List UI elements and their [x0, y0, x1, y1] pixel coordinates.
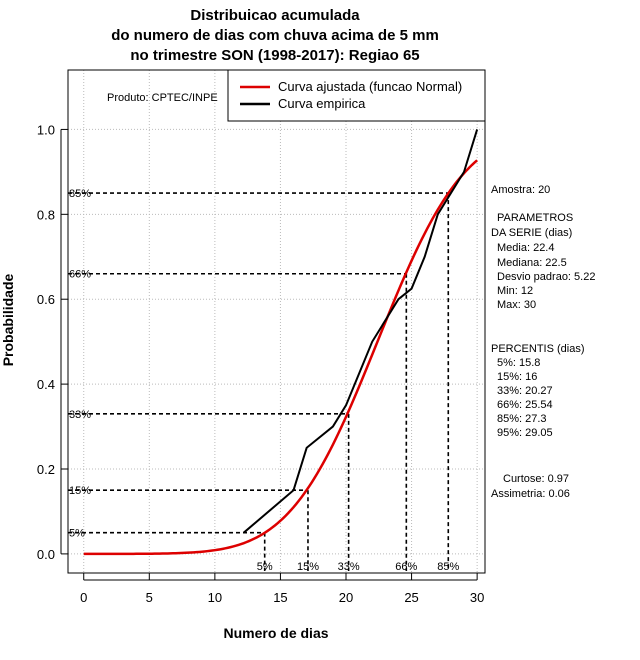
- percentil-95: 95%: 29.05: [497, 427, 553, 439]
- legend-fitted-label: Curva ajustada (funcao Normal): [278, 79, 462, 94]
- assimetria: Assimetria: 0.06: [491, 488, 570, 500]
- percentile-label-x: 5%: [257, 561, 273, 573]
- percentile-label-y: 5%: [69, 528, 85, 540]
- percentis-title: PERCENTIS (dias): [491, 343, 585, 355]
- param-max: Max: 30: [497, 299, 536, 311]
- chart-title-line-3: no trimestre SON (1998-2017): Regiao 65: [130, 47, 419, 64]
- legend-box: [227, 69, 486, 122]
- percentil-5: 5%: 15.8: [497, 357, 540, 369]
- x-tick-label: 0: [80, 590, 87, 605]
- param-desvio: Desvio padrao: 5.22: [497, 271, 595, 283]
- chart-title-line-2: do numero de dias com chuva acima de 5 m…: [111, 27, 439, 44]
- percentil-15: 15%: 16: [497, 371, 537, 383]
- percentile-label-y: 85%: [69, 188, 91, 200]
- percentile-label-x: 85%: [437, 561, 459, 573]
- percentil-33: 33%: 20.27: [497, 385, 553, 397]
- x-tick-label: 10: [208, 590, 222, 605]
- statistics-panel: Amostra: 20 PARAMETROS DA SERIE (dias) M…: [491, 184, 595, 500]
- chart-title-line-1: Distribuicao acumulada: [190, 7, 360, 24]
- x-tick-label: 20: [339, 590, 353, 605]
- percentile-guides: 5% 5% 15% 15% 33% 33% 66% 66% 85% 85%: [68, 188, 460, 573]
- y-tick-label: 0.4: [37, 377, 55, 392]
- x-tick-label: 25: [404, 590, 418, 605]
- percentile-label-y: 66%: [69, 269, 91, 281]
- y-tick-label: 0.2: [37, 462, 55, 477]
- y-tick-label: 0.6: [37, 292, 55, 307]
- curtose: Curtose: 0.97: [503, 473, 569, 485]
- x-axis-title: Numero de dias: [223, 625, 328, 641]
- credit-label: Produto: CPTEC/INPE: [107, 92, 218, 104]
- param-mediana: Mediana: 22.5: [497, 257, 567, 269]
- fitted-normal-curve: [83, 159, 478, 556]
- param-min: Min: 12: [497, 285, 533, 297]
- y-tick-label: 1.0: [37, 122, 55, 137]
- grid: [68, 70, 485, 573]
- x-tick-label: 5: [146, 590, 153, 605]
- percentile-label-x: 66%: [395, 561, 417, 573]
- empirical-curve: [243, 129, 479, 534]
- y-axis-title: Probabilidade: [0, 274, 16, 367]
- percentile-label-y: 33%: [69, 409, 91, 421]
- percentil-85: 85%: 27.3: [497, 413, 547, 425]
- plot-frame: [67, 69, 486, 574]
- param-media: Media: 22.4: [497, 242, 554, 254]
- legend-empirical-label: Curva empirica: [278, 96, 366, 111]
- y-axis-ticks: 0.0 0.2 0.4 0.6 0.8 1.0: [37, 122, 68, 562]
- percentile-label-y: 15%: [69, 485, 91, 497]
- params-title-2: DA SERIE (dias): [491, 227, 572, 239]
- sample-size: Amostra: 20: [491, 184, 550, 196]
- y-tick-label: 0.0: [37, 547, 55, 562]
- percentile-label-x: 15%: [297, 561, 319, 573]
- x-axis-ticks: 0 5 10 15 20 25 30: [80, 573, 484, 605]
- legend: Curva ajustada (funcao Normal) Curva emp…: [227, 69, 486, 122]
- x-tick-label: 30: [470, 590, 484, 605]
- x-tick-label: 15: [273, 590, 287, 605]
- percentil-66: 66%: 25.54: [497, 399, 553, 411]
- params-title-1: PARAMETROS: [497, 212, 573, 224]
- y-tick-label: 0.8: [37, 207, 55, 222]
- percentile-label-x: 33%: [338, 561, 360, 573]
